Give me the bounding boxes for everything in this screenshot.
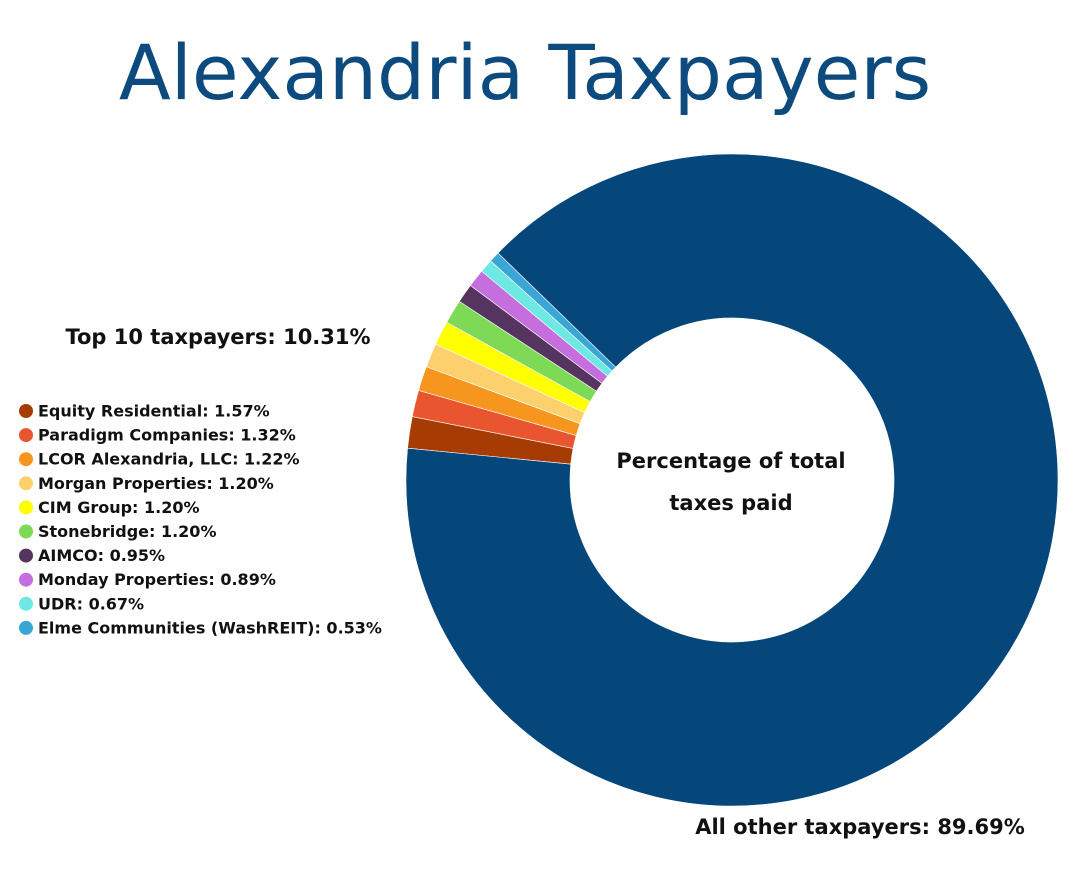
legend-swatch [19, 524, 33, 539]
annotation: Top 10 taxpayers: 10.31% [65, 325, 370, 349]
center-label: Percentage of total [616, 449, 845, 473]
legend-swatch [19, 500, 33, 515]
legend-swatch [19, 620, 33, 635]
legend-label: Monday Properties: 0.89% [38, 570, 276, 589]
legend-swatch [19, 596, 33, 611]
slice-label: All other taxpayers: 89.69% [695, 815, 1025, 839]
donut [405, 153, 1059, 807]
legend-swatch [19, 548, 33, 563]
legend-label: Equity Residential: 1.57% [38, 402, 270, 421]
chart-title: Alexandria Taxpayers [119, 28, 931, 117]
center-label: taxes paid [669, 491, 792, 515]
slice [405, 153, 1059, 807]
legend-label: Stonebridge: 1.20% [38, 522, 216, 541]
legend-label: Morgan Properties: 1.20% [38, 474, 274, 493]
legend-swatch [19, 572, 33, 587]
legend-label: CIM Group: 1.20% [38, 498, 200, 517]
legend-swatch [19, 452, 33, 467]
legend-label: AIMCO: 0.95% [38, 546, 165, 565]
legend-label: UDR: 0.67% [38, 594, 144, 613]
legend-label: Elme Communities (WashREIT): 0.53% [38, 618, 382, 637]
legend-swatch [19, 428, 33, 443]
legend-label: LCOR Alexandria, LLC: 1.22% [38, 450, 300, 469]
legend-swatch [19, 476, 33, 491]
legend-swatch [19, 404, 33, 418]
legend-label: Paradigm Companies: 1.32% [38, 426, 296, 445]
